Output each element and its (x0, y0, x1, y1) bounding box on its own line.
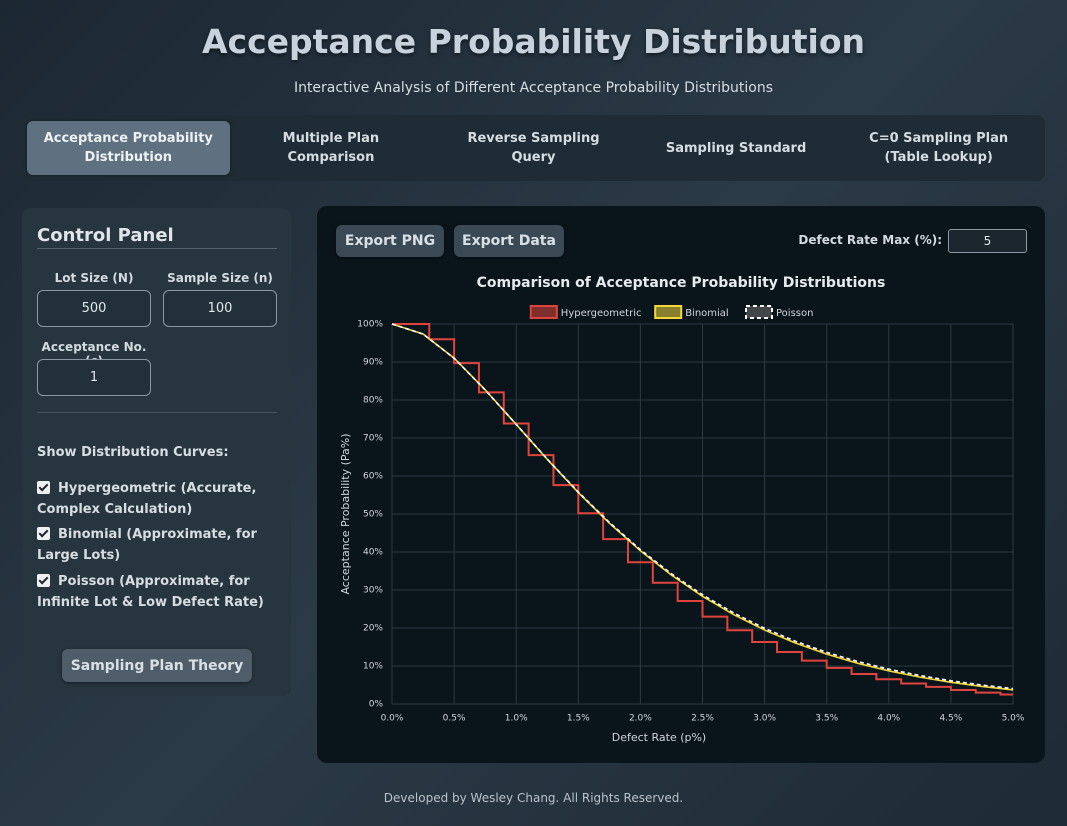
y-tick-label: 90% (363, 358, 383, 368)
legend-label: Poisson (776, 308, 813, 319)
page-title: Acceptance Probability Distribution (201, 22, 866, 61)
checkbox[interactable]: Hypergeometric (Accurate, Complex Calcul… (37, 478, 277, 520)
y-axis-label: Acceptance Probability (Pa%) (339, 433, 352, 594)
y-tick-label: 10% (363, 662, 383, 672)
footer: Developed by Wesley Chang. All Rights Re… (383, 791, 684, 805)
divider (37, 412, 277, 413)
y-tick-label: 100% (357, 320, 383, 330)
checkbox-label: Binomial (Approximate, for Large Lots) (37, 527, 257, 563)
legend-label: Hypergeometric (561, 308, 642, 319)
x-tick-label: 2.0% (629, 714, 652, 724)
series-line (391, 323, 1014, 690)
page-subtitle: Interactive Analysis of Different Accept… (293, 80, 774, 96)
panel-title: Control Panel (37, 225, 277, 249)
curves-heading: Show Distribution Curves: (37, 445, 229, 460)
control-panel: Control Panel Lot Size (N) 500 Sample Si… (22, 208, 291, 696)
x-tick-label: 5.0% (1002, 714, 1025, 724)
tab[interactable]: Reverse Sampling Query (467, 131, 600, 165)
legend-label: Binomial (685, 308, 729, 319)
x-tick-label: 0.0% (381, 714, 404, 724)
field-label: Sample Size (n) (167, 271, 273, 285)
legend-swatch (529, 305, 558, 319)
x-tick-label: 2.5% (691, 714, 714, 724)
legend-swatch (654, 305, 683, 319)
max-input[interactable]: 5 (948, 229, 1027, 253)
y-tick-label: 30% (363, 586, 383, 596)
field-label: Lot Size (N) (54, 271, 134, 285)
y-tick-label: 40% (363, 548, 383, 558)
legend-swatch (745, 305, 773, 319)
export-png-button[interactable]: Export PNG (336, 225, 444, 257)
y-tick-label: 60% (363, 472, 383, 482)
x-tick-label: 4.5% (939, 714, 962, 724)
checkbox-label: Poisson (Approximate, for Infinite Lot &… (37, 574, 264, 610)
theory-button[interactable]: Sampling Plan Theory (62, 649, 252, 682)
checkbox[interactable]: Binomial (Approximate, for Large Lots) (37, 524, 277, 566)
series-line (391, 323, 1014, 691)
checkbox-label: Hypergeometric (Accurate, Complex Calcul… (37, 481, 257, 517)
y-tick-label: 70% (363, 434, 383, 444)
checkbox[interactable]: Poisson (Approximate, for Infinite Lot &… (37, 571, 277, 613)
y-tick-label: 0% (369, 700, 384, 710)
y-tick-label: 50% (363, 510, 383, 520)
x-axis-label: Defect Rate (p%) (612, 731, 706, 744)
check-icon (37, 481, 50, 494)
tab-bar: Acceptance Probability Distribution Mult… (22, 115, 1045, 181)
series-line (392, 323, 1013, 696)
export-data-button[interactable]: Export Data (454, 225, 564, 257)
x-tick-label: 1.5% (567, 714, 590, 724)
y-tick-label: 80% (363, 396, 383, 406)
chart-title: Comparison of Acceptance Probability Dis… (477, 275, 886, 291)
x-tick-label: 0.5% (443, 714, 466, 724)
input[interactable]: 100 (163, 290, 277, 327)
max-label: Defect Rate Max (%): (798, 233, 942, 247)
x-tick-label: 1.0% (505, 714, 528, 724)
check-icon (37, 527, 50, 540)
tab[interactable]: C=0 Sampling Plan (Table Lookup) (869, 131, 1009, 165)
x-tick-label: 3.0% (753, 714, 776, 724)
input[interactable]: 1 (37, 359, 151, 396)
chart-card: Export PNG Export Data Defect Rate Max (… (317, 206, 1045, 763)
y-tick-label: 20% (363, 624, 383, 634)
tab[interactable]: Acceptance Probability Distribution (27, 121, 230, 175)
x-tick-label: 4.0% (877, 714, 900, 724)
input[interactable]: 500 (37, 290, 151, 327)
x-tick-label: 3.5% (815, 714, 838, 724)
check-icon (37, 574, 50, 587)
chart: Comparison of Acceptance Probability Dis… (339, 275, 1025, 744)
tab[interactable]: Multiple Plan Comparison (282, 131, 380, 165)
tab[interactable]: Sampling Standard (665, 140, 807, 156)
